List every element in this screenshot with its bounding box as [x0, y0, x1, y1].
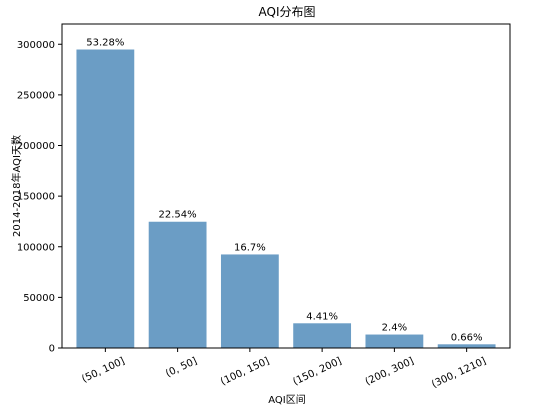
y-tick-label-0: 0 [49, 344, 55, 355]
data-label-1: 22.54% [159, 210, 197, 221]
y-tick-label-3: 150000 [17, 192, 55, 203]
bars-group [76, 49, 496, 348]
data-label-5: 0.66% [451, 332, 483, 343]
chart-title: AQI分布图 [259, 5, 316, 19]
y-tick-label-2: 100000 [17, 242, 55, 253]
plot-frame [61, 23, 511, 349]
y-tick-label-4: 200000 [17, 141, 55, 152]
data-label-4: 2.4% [382, 323, 407, 334]
y-tick-label-6: 300000 [17, 40, 55, 51]
x-tick-label-5: (300, 1210] [430, 356, 488, 391]
y-tick-label-5: 250000 [17, 90, 55, 101]
bar-2 [220, 254, 279, 348]
x-axis: (50, 100] (0, 50] (100, 150] (150, 200] (200… [80, 348, 488, 391]
x-tick-label-3: (150, 200] [291, 356, 343, 388]
data-label-0: 53.28% [86, 38, 124, 49]
y-axis: 0 50000 100000 150000 200000 250000 300000 [17, 40, 62, 355]
bar-5 [437, 344, 496, 348]
x-axis-label: AQI区间 [268, 393, 306, 406]
x-tick-label-1: (0, 50] [164, 356, 199, 380]
bar-4 [365, 334, 424, 348]
x-tick-label-2: (100, 150] [219, 356, 271, 388]
bar-0 [76, 49, 135, 348]
x-tick-label-0: (50, 100] [80, 356, 126, 385]
y-axis-label: 2014-2018年AQI天数 [10, 135, 23, 237]
bar-1 [148, 221, 207, 348]
x-tick-label-4: (200, 300] [364, 356, 416, 388]
y-tick-label-1: 50000 [23, 293, 55, 304]
data-labels-group: 53.28% 22.54% 16.7% 4.41% 2.4% 0.66% [86, 38, 482, 344]
data-label-3: 4.41% [306, 311, 338, 322]
data-label-2: 16.7% [234, 242, 266, 253]
bar-3 [293, 323, 352, 348]
